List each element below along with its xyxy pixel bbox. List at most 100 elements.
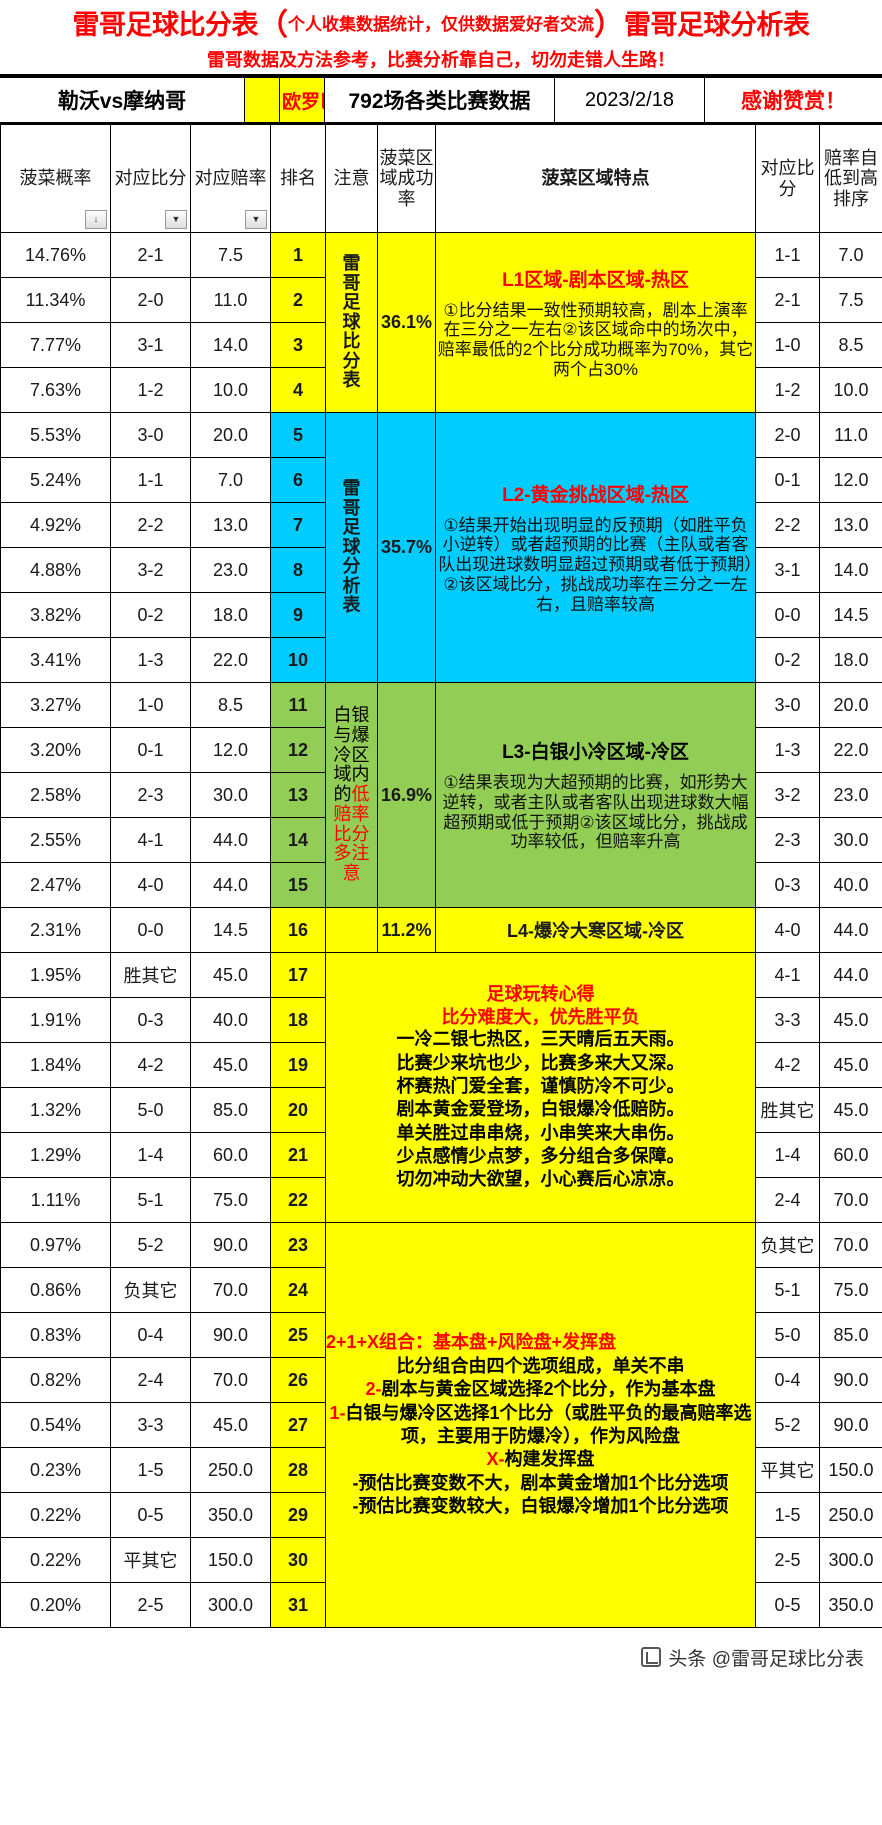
header-probability[interactable]: 菠菜概率 ↓	[0, 124, 111, 233]
cell-rank[interactable]: 22	[270, 1177, 326, 1223]
table-row[interactable]: 4.88% 3-2 23.0 8 3-1 14.0	[0, 547, 882, 593]
cell-right-score[interactable]: 胜其它	[755, 1087, 820, 1133]
cell-right-odds[interactable]: 11.0	[819, 412, 882, 458]
cell-right-odds[interactable]: 90.0	[819, 1357, 882, 1403]
cell-rank[interactable]: 18	[270, 997, 326, 1043]
cell-right-odds[interactable]: 10.0	[819, 367, 882, 413]
cell-odds[interactable]: 18.0	[190, 592, 271, 638]
cell-right-score[interactable]: 3-3	[755, 997, 820, 1043]
header-score[interactable]: 对应比分 ▼	[110, 124, 191, 233]
cell-right-score[interactable]: 2-2	[755, 502, 820, 548]
cell-rank[interactable]: 19	[270, 1042, 326, 1088]
cell-right-odds[interactable]: 90.0	[819, 1402, 882, 1448]
cell-right-score[interactable]: 负其它	[755, 1222, 820, 1268]
cell-right-odds[interactable]: 44.0	[819, 907, 882, 953]
blank-cell[interactable]	[245, 78, 280, 122]
table-row[interactable]: 3.27% 1-0 8.5 11 白银与爆冷区域内的低赔率比分多注意 16.9%…	[0, 682, 882, 908]
cell-score[interactable]: 1-4	[110, 1132, 191, 1178]
cell-right-odds[interactable]: 12.0	[819, 457, 882, 503]
header-right-score[interactable]: 对应比分	[755, 124, 820, 233]
cell-right-odds[interactable]: 70.0	[819, 1177, 882, 1223]
cell-rank[interactable]: 28	[270, 1447, 326, 1493]
cell-odds[interactable]: 44.0	[190, 862, 271, 908]
table-row[interactable]: 2.55% 4-1 44.0 14 2-3 30.0	[0, 817, 882, 863]
cell-zone-rate-l2[interactable]: 35.7%	[377, 412, 436, 683]
cell-right-odds[interactable]: 7.0	[819, 232, 882, 278]
table-row[interactable]: 1.32% 5-0 85.0 20 胜其它 45.0	[0, 1087, 882, 1133]
cell-odds[interactable]: 10.0	[190, 367, 271, 413]
cell-score[interactable]: 5-1	[110, 1177, 191, 1223]
cell-score[interactable]: 3-3	[110, 1402, 191, 1448]
cell-right-odds[interactable]: 45.0	[819, 1042, 882, 1088]
cell-score[interactable]: 0-1	[110, 727, 191, 773]
cell-right-score[interactable]: 1-4	[755, 1132, 820, 1178]
cell-rank[interactable]: 13	[270, 772, 326, 818]
cell-right-odds[interactable]: 8.5	[819, 322, 882, 368]
cell-right-score[interactable]: 4-2	[755, 1042, 820, 1088]
cell-rank[interactable]: 1	[270, 232, 326, 278]
cell-odds[interactable]: 45.0	[190, 1042, 271, 1088]
cell-right-score[interactable]: 1-3	[755, 727, 820, 773]
cell-right-score[interactable]: 1-2	[755, 367, 820, 413]
cell-odds[interactable]: 23.0	[190, 547, 271, 593]
cell-odds[interactable]: 22.0	[190, 637, 271, 683]
cell-score[interactable]: 4-1	[110, 817, 191, 863]
cell-rank[interactable]: 8	[270, 547, 326, 593]
cell-score[interactable]: 2-0	[110, 277, 191, 323]
cell-right-odds[interactable]: 44.0	[819, 952, 882, 998]
cell-rank[interactable]: 26	[270, 1357, 326, 1403]
cell-probability[interactable]: 5.53%	[0, 412, 111, 458]
cell-score[interactable]: 2-1	[110, 232, 191, 278]
match-count-cell[interactable]: 792场各类比赛数据	[325, 78, 555, 122]
cell-right-score[interactable]: 0-1	[755, 457, 820, 503]
cell-probability[interactable]: 1.91%	[0, 997, 111, 1043]
cell-score[interactable]: 0-0	[110, 907, 191, 953]
note-label-scoretable[interactable]: 雷哥足球比分表	[325, 232, 378, 413]
cell-score[interactable]: 3-1	[110, 322, 191, 368]
table-row[interactable]: 1.11% 5-1 75.0 22 2-4 70.0	[0, 1177, 882, 1223]
cell-probability[interactable]: 4.92%	[0, 502, 111, 548]
cell-probability[interactable]: 2.31%	[0, 907, 111, 953]
note-cell-empty[interactable]	[325, 907, 378, 953]
cell-right-score[interactable]: 2-0	[755, 412, 820, 458]
cell-odds[interactable]: 7.5	[190, 232, 271, 278]
cell-score[interactable]: 4-2	[110, 1042, 191, 1088]
cell-odds[interactable]: 85.0	[190, 1087, 271, 1133]
cell-probability[interactable]: 3.27%	[0, 682, 111, 728]
cell-probability[interactable]: 0.54%	[0, 1402, 111, 1448]
cell-right-score[interactable]: 0-3	[755, 862, 820, 908]
cell-right-score[interactable]: 0-4	[755, 1357, 820, 1403]
cell-rank[interactable]: 2	[270, 277, 326, 323]
cell-probability[interactable]: 3.20%	[0, 727, 111, 773]
combo-strategy-block[interactable]: 2+1+X组合：基本盘+风险盘+发挥盘 比分组合由四个选项组成，单关不串 2-剧…	[325, 1222, 756, 1628]
cell-right-score[interactable]: 1-1	[755, 232, 820, 278]
cell-score[interactable]: 2-5	[110, 1582, 191, 1628]
cell-score[interactable]: 平其它	[110, 1537, 191, 1583]
cell-right-odds[interactable]: 40.0	[819, 862, 882, 908]
cell-right-odds[interactable]: 20.0	[819, 682, 882, 728]
cell-score[interactable]: 3-2	[110, 547, 191, 593]
cell-odds[interactable]: 350.0	[190, 1492, 271, 1538]
cell-odds[interactable]: 20.0	[190, 412, 271, 458]
cell-right-odds[interactable]: 7.5	[819, 277, 882, 323]
cell-odds[interactable]: 60.0	[190, 1132, 271, 1178]
cell-right-odds[interactable]: 70.0	[819, 1222, 882, 1268]
cell-score[interactable]: 1-1	[110, 457, 191, 503]
cell-score[interactable]: 3-0	[110, 412, 191, 458]
cell-probability[interactable]: 1.29%	[0, 1132, 111, 1178]
cell-probability[interactable]: 3.82%	[0, 592, 111, 638]
cell-right-odds[interactable]: 23.0	[819, 772, 882, 818]
cell-rank[interactable]: 6	[270, 457, 326, 503]
cell-right-odds[interactable]: 350.0	[819, 1582, 882, 1628]
cell-odds[interactable]: 7.0	[190, 457, 271, 503]
filter-dropdown-icon[interactable]: ▼	[165, 210, 187, 229]
cell-score[interactable]: 1-5	[110, 1447, 191, 1493]
cell-rank[interactable]: 21	[270, 1132, 326, 1178]
cell-rank[interactable]: 10	[270, 637, 326, 683]
cell-score[interactable]: 胜其它	[110, 952, 191, 998]
cell-rank[interactable]: 20	[270, 1087, 326, 1133]
cell-right-odds[interactable]: 22.0	[819, 727, 882, 773]
table-row[interactable]: 2.31% 0-0 14.5 16 11.2% L4-爆冷大寒区域-冷区 4-0…	[0, 907, 882, 953]
cell-right-odds[interactable]: 300.0	[819, 1537, 882, 1583]
cell-right-odds[interactable]: 75.0	[819, 1267, 882, 1313]
